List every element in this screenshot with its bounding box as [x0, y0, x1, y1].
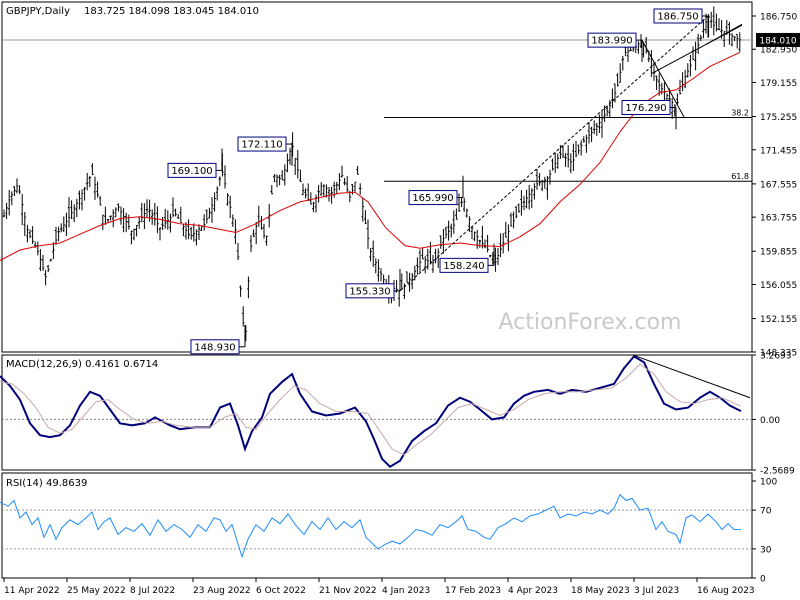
price-panel: 186.750 182.950 179.155 175.255 171.455 167.5… [0, 1, 800, 359]
rsi-panel: 100 70 30 0 [0, 472, 777, 585]
rsi-tick-label: 30 [760, 545, 772, 555]
price-tick-label: 175.255 [760, 113, 797, 123]
rsi-tick-label: 100 [760, 478, 777, 488]
trendline [641, 39, 685, 118]
macd-signal-line [0, 363, 742, 456]
last-price-label: 184.010 [759, 36, 796, 46]
date-tick-label: 4 Jan 2023 [382, 586, 430, 596]
price-label: 155.330 [349, 286, 390, 297]
macd-tick-label: 0.00 [760, 416, 780, 426]
rsi-tick-label: 70 [760, 507, 772, 517]
chart-title: GBPJPY,Daily [6, 6, 70, 17]
macd-tick-label: 3.2693 [760, 352, 792, 362]
date-tick-label: 17 Feb 2023 [445, 586, 501, 596]
price-label: 169.100 [171, 166, 212, 177]
price-label: 158.240 [443, 261, 484, 272]
watermark: ActionForex.com [499, 310, 682, 335]
price-label-box [237, 136, 287, 152]
price-tick-label: 159.855 [760, 248, 797, 258]
price-label-box [587, 32, 637, 48]
moving-average-line [0, 51, 741, 261]
date-tick-label: 23 Aug 2022 [193, 586, 251, 596]
date-tick-label: 25 May 2022 [67, 586, 126, 596]
price-label-box [653, 8, 703, 24]
main-frame [1, 1, 753, 353]
date-tick-label: 6 Oct 2022 [256, 586, 306, 596]
fib-level-label: 61.8 [731, 172, 749, 181]
price-label-box [621, 99, 671, 115]
rsi-frame [1, 472, 753, 579]
last-price-badge [756, 32, 800, 47]
price-label: 176.290 [625, 103, 666, 114]
rsi-title: RSI(14) 49.8639 [6, 478, 87, 489]
price-label: 165.990 [412, 193, 453, 204]
price-tick-label: 182.950 [760, 46, 797, 56]
ohlc-readout: 183.725 184.098 183.045 184.010 [84, 6, 259, 17]
date-tick-label: 8 Jul 2022 [130, 586, 175, 596]
price-label-box [190, 339, 240, 355]
date-axis: 11 Apr 2022 25 May 2022 8 Jul 2022 23 Aug 2… [3, 578, 755, 596]
macd-tick-label: -2.5689 [760, 467, 795, 477]
date-tick-label: 21 Nov 2022 [319, 586, 377, 596]
fib-level-label: 38.2 [731, 109, 749, 118]
price-label-box [167, 162, 217, 178]
price-label: 183.990 [591, 36, 632, 47]
price-label: 148.930 [194, 342, 235, 353]
macd-trendline [633, 354, 751, 399]
price-label: 186.750 [657, 11, 698, 22]
price-label-box [345, 283, 395, 299]
price-tick-label: 148.335 [760, 349, 797, 359]
macd-line [0, 355, 742, 468]
macd-panel: 3.2693 0.00 -2.5689 [0, 352, 795, 477]
macd-title: MACD(12,26,9) 0.4161 0.6714 [6, 359, 158, 370]
price-tick-label: 186.750 [760, 12, 797, 22]
rsi-line [0, 493, 742, 559]
date-tick-label: 4 Apr 2023 [508, 586, 558, 596]
price-tick-label: 156.055 [760, 281, 797, 291]
price-tick-label: 163.755 [760, 214, 797, 224]
date-tick-label: 11 Apr 2022 [4, 586, 60, 596]
price-label-box [439, 257, 489, 273]
date-tick-label: 16 Aug 2023 [697, 586, 755, 596]
dashed-trendline [399, 15, 709, 292]
macd-frame [1, 354, 753, 471]
price-label: 172.110 [241, 140, 282, 151]
price-tick-label: 179.155 [760, 79, 797, 89]
date-tick-label: 18 May 2023 [571, 586, 630, 596]
rsi-tick-label: 0 [760, 575, 766, 585]
trendline [705, 23, 743, 45]
price-label-box [408, 190, 458, 206]
price-tick-label: 152.155 [760, 315, 797, 325]
price-tick-label: 171.455 [760, 146, 797, 156]
price-tick-label: 167.555 [760, 180, 797, 190]
date-tick-label: 3 Jul 2023 [634, 586, 679, 596]
